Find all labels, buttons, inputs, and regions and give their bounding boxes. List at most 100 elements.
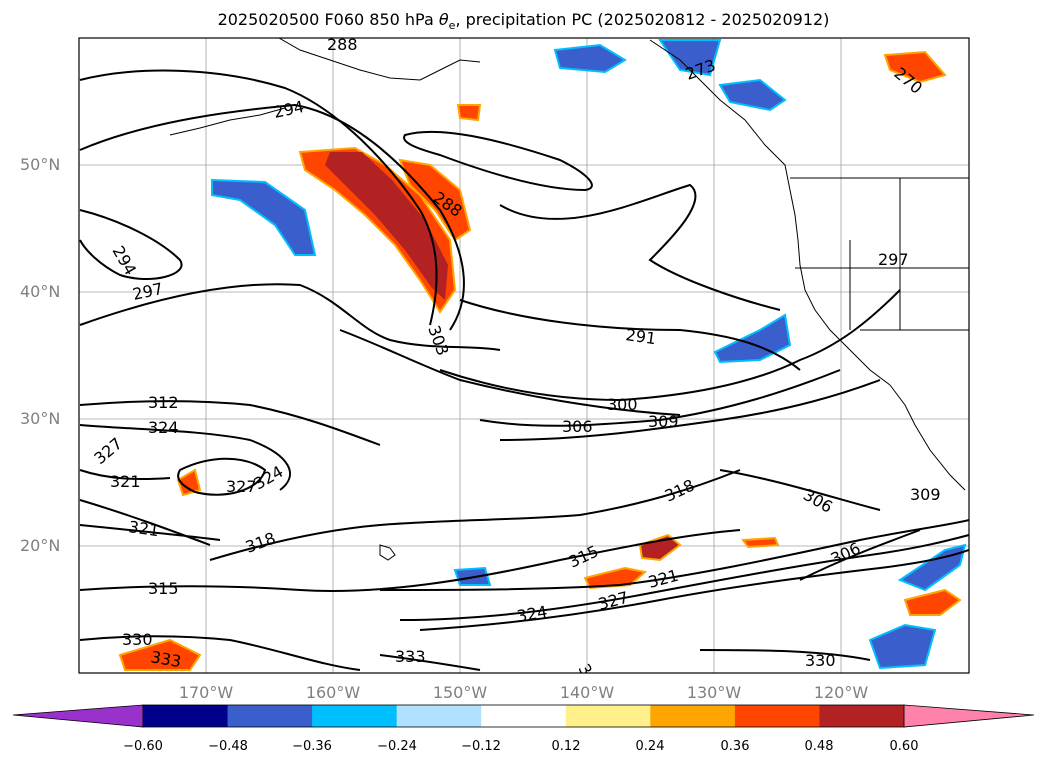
theta-e-contours [79,69,969,671]
contour-label: 288 [327,35,358,54]
contour-291-b [459,299,801,371]
contour-label: 327 [226,477,257,496]
contour-324-a [79,424,291,491]
colorbar-over-arrow [903,704,1035,728]
contour-333 [379,654,481,671]
colorbar-tick: 0.24 [635,739,665,754]
contour-label: 318 [243,528,278,556]
map-frame [78,37,970,674]
lat-label-30n: 30°N [20,409,61,428]
contour-label: 327 [596,588,630,614]
coast-us-west [789,189,891,386]
contour-label: 312 [148,393,179,412]
contour-label: 321 [110,472,141,491]
colorbar-cell [312,705,398,727]
contour-330-b [699,649,871,661]
coast-baja [889,384,966,491]
lat-label-40n: 40°N [20,282,61,301]
contour-303 [339,329,681,416]
colorbar-tick: 0.12 [551,739,581,754]
colorbar-under-arrow [12,704,144,728]
coast-bc [649,39,791,191]
colorbar-cell [650,705,736,727]
precip-negative-d [553,43,627,74]
colorbar-tick: −0.12 [461,739,501,754]
contour-label: 291 [624,325,657,348]
contour-300 [439,289,901,402]
contour-label: 327 [90,434,126,468]
contour-297-a [79,283,501,351]
contour-294-b [79,209,183,281]
contour-label: 318 [662,475,698,505]
contour-labels: 288 294 288 294 297 303 291 297 312 324 … [90,35,940,673]
lat-label-20n: 20°N [20,536,61,555]
lon-label-170w: 170°W [178,683,234,702]
precip-negative-g [897,543,967,592]
colorbar-cell [734,705,820,727]
contour-label: 333 [395,647,426,666]
precip-positive-core [325,152,448,300]
colorbar-tick: 0.48 [804,739,834,754]
precip-negative-a [211,178,317,256]
title-sub: e [448,19,456,33]
precip-positive-d [638,533,682,562]
contour-label: 297 [878,250,909,269]
map-content: 288 294 288 294 297 303 291 297 312 324 … [79,35,969,673]
contour-288-a [79,103,465,331]
contour-label: 330 [805,651,836,670]
coast-alaska [278,38,481,81]
precip-positive-j [741,536,780,549]
contour-label: 324 [515,602,548,626]
precip-positive-front-b [398,158,472,242]
precip-negative-b [713,313,792,364]
contour-label: 303 [424,323,452,358]
contour-321-a [79,469,171,481]
contour-label: 300 [607,395,638,414]
contour-318-a [209,469,741,561]
contour-312 [79,400,381,446]
contour-321-c [379,519,969,591]
contour-label: 294 [272,97,306,122]
contour-label: 306 [562,417,593,436]
title-prefix: 2025020500 F060 850 hPa [217,10,439,29]
contour-309 [499,379,881,441]
lon-label-140w: 140°W [559,683,615,702]
colorbar-tick: 0.36 [720,739,750,754]
contour-306-c [799,529,921,581]
colorbar-tick: −0.24 [377,739,417,754]
contour-306-a [479,369,841,427]
precip-negative-f [868,623,937,670]
precip-positive-g [883,50,947,84]
coast-hawaii [379,544,396,561]
precip-positive-h [176,468,202,497]
graticule [79,38,969,673]
contour-label: 309 [648,412,679,431]
map-title: 2025020500 F060 850 hPa θe, precipitatio… [0,10,1047,32]
colorbar-tick: −0.48 [208,739,248,754]
colorbar-tick: 0.60 [889,739,919,754]
lon-label-120w: 120°W [813,683,869,702]
colorbar-tick: −0.60 [123,739,163,754]
contour-327 [177,457,267,496]
colorbar-outline [142,704,905,728]
contour-label: 330 [122,630,153,649]
coast-aleutians [169,107,286,136]
coastlines [169,38,969,561]
contour-327-b [419,549,969,631]
contour-318-b [79,499,211,546]
contour-306-b [719,469,881,511]
colorbar [12,704,1035,728]
precip-positive-f [118,638,202,671]
colorbar-cell [819,705,905,727]
colorbar-tick: −0.36 [292,739,332,754]
colorbar-cell [481,705,567,727]
precip-positive-i [456,104,482,122]
lat-label-50n: 50°N [20,155,61,174]
precip-shading [118,39,967,671]
title-suffix: , precipitation PC (2025020812 - 2025020… [455,10,830,29]
contour-label: 294 [109,243,141,279]
title-theta: θ [438,10,449,29]
precip-negative-e [658,39,722,77]
colorbar-cell [396,705,482,727]
